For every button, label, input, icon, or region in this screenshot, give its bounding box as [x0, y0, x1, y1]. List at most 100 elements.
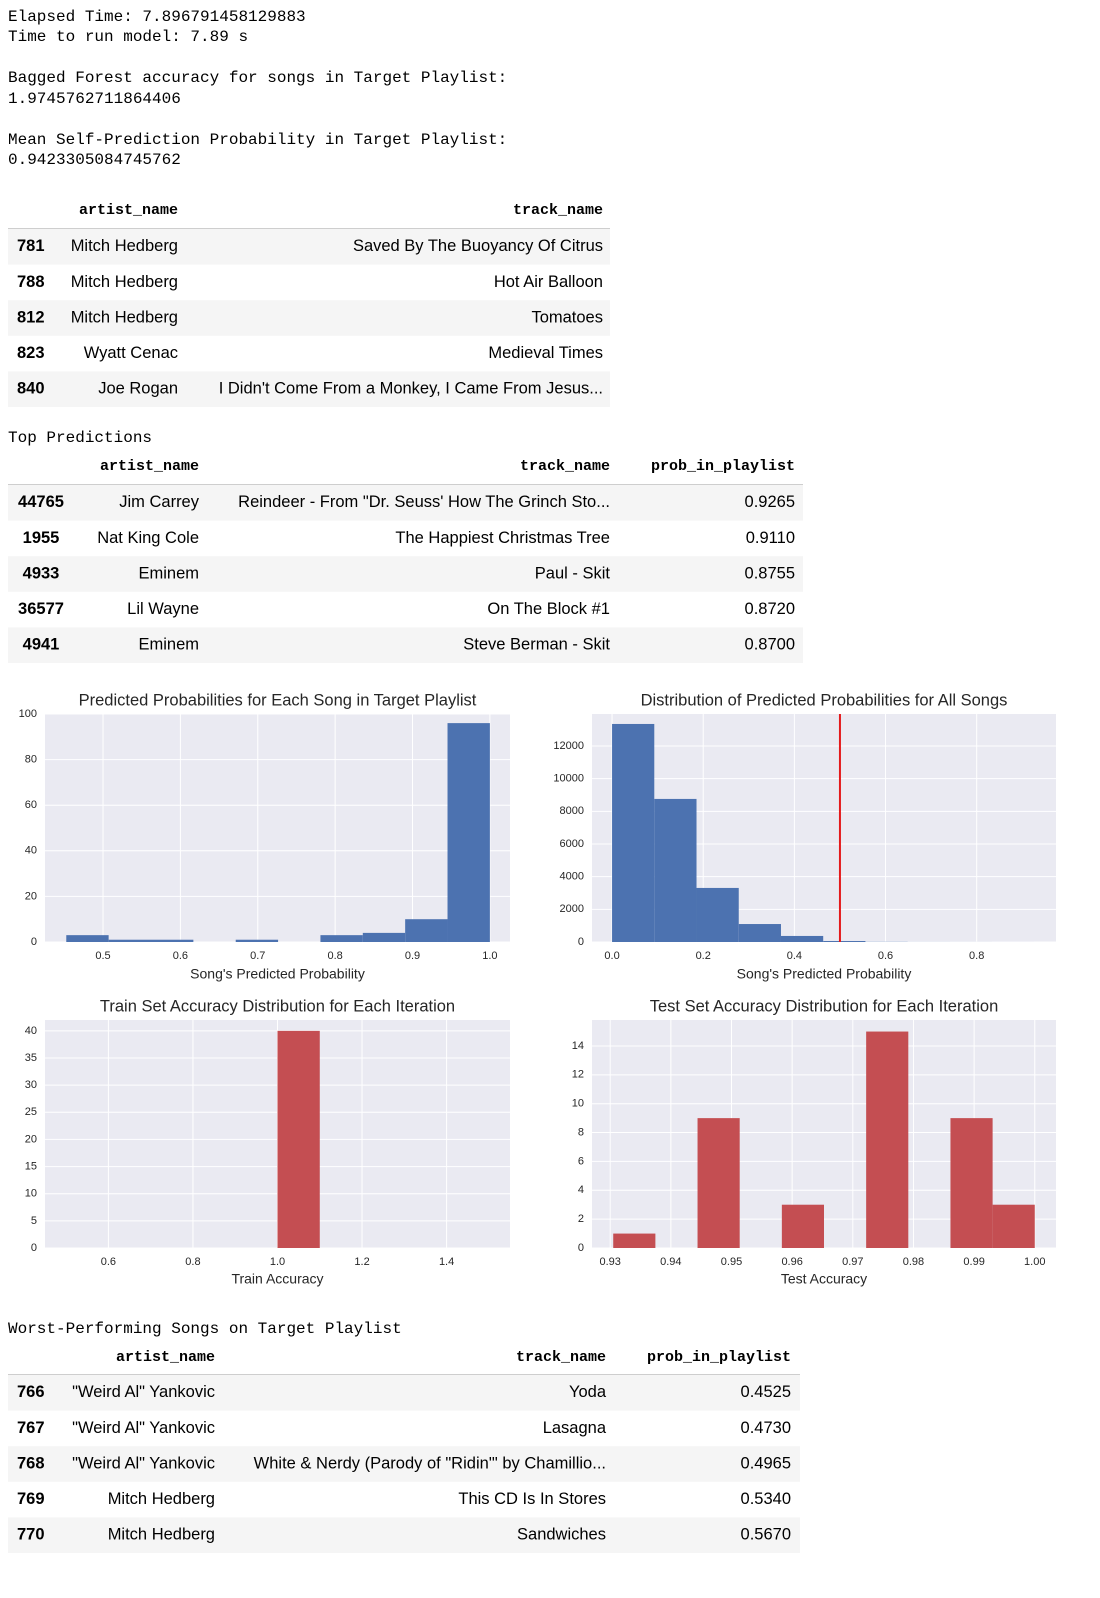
y-tick-label: 80 — [25, 754, 37, 766]
table-cell: This CD Is In Stores — [458, 1490, 606, 1508]
x-tick-label: 0.94 — [660, 1256, 681, 1268]
histogram-bar — [277, 1030, 320, 1248]
x-tick-label: 0.6 — [173, 950, 188, 962]
y-tick-label: 60 — [25, 799, 37, 811]
x-tick-label: 0.6 — [878, 950, 893, 962]
y-tick-label: 0 — [31, 1242, 37, 1254]
table-cell: Steve Berman - Skit — [463, 636, 610, 654]
table-cell: Mitch Hedberg — [108, 1526, 215, 1544]
x-tick-label: 1.0 — [482, 950, 497, 962]
table-cell: White & Nerdy (Parody of "Ridin'" by Cha… — [254, 1454, 606, 1472]
table-cell: Mitch Hedberg — [108, 1490, 215, 1508]
x-tick-label: 0.8 — [327, 950, 342, 962]
chart-title: Train Set Accuracy Distribution for Each… — [100, 997, 455, 1015]
row-index: 781 — [17, 237, 45, 255]
x-tick-label: 1.2 — [354, 1256, 369, 1268]
row-index: 812 — [17, 308, 45, 326]
table-cell: 0.4730 — [741, 1419, 791, 1437]
histogram-bar — [696, 887, 739, 942]
x-axis-label: Test Accuracy — [781, 1271, 867, 1287]
column-header: prob_in_playlist — [651, 458, 795, 475]
histogram-bar — [447, 723, 490, 942]
table-cell: "Weird Al" Yankovic — [72, 1419, 215, 1437]
y-tick-label: 5 — [31, 1215, 37, 1227]
x-tick-label: 0.9 — [405, 950, 420, 962]
table-cell: 0.4525 — [741, 1383, 791, 1401]
row-index: 840 — [17, 380, 45, 398]
table-cell: 0.5340 — [741, 1490, 791, 1508]
log-line: Mean Self-Prediction Probability in Targ… — [8, 131, 507, 149]
y-tick-label: 4000 — [560, 871, 584, 883]
histogram-bar — [866, 1031, 909, 1248]
row-stripe — [8, 485, 803, 521]
histogram-bar — [150, 939, 194, 942]
row-stripe — [8, 556, 803, 592]
log-line: 0.9423305084745762 — [8, 151, 181, 169]
column-header: prob_in_playlist — [647, 1349, 791, 1366]
y-tick-label: 100 — [19, 708, 37, 720]
x-tick-label: 1.4 — [439, 1256, 454, 1268]
row-stripe — [8, 1375, 800, 1411]
log-line: Time to run model: 7.89 s — [8, 28, 248, 46]
row-index: 788 — [17, 273, 45, 291]
row-stripe — [8, 300, 610, 336]
x-tick-label: 0.99 — [963, 1256, 984, 1268]
table-cell: Wyatt Cenac — [84, 344, 178, 362]
x-axis-label: Song's Predicted Probability — [737, 966, 912, 982]
x-tick-label: 1.00 — [1024, 1256, 1045, 1268]
x-axis-label: Song's Predicted Probability — [190, 966, 365, 982]
column-header: artist_name — [116, 1349, 215, 1366]
table-caption: Worst-Performing Songs on Target Playlis… — [8, 1320, 402, 1338]
log-line: Elapsed Time: 7.896791458129883 — [8, 8, 306, 26]
table-cell: Reindeer - From "Dr. Seuss' How The Grin… — [238, 493, 610, 511]
histogram-bar — [781, 1204, 824, 1248]
histogram-bar — [612, 723, 655, 942]
y-tick-label: 35 — [25, 1052, 37, 1064]
table-cell: Joe Rogan — [98, 380, 178, 398]
row-stripe — [8, 1446, 800, 1482]
y-tick-label: 10 — [572, 1098, 584, 1110]
histogram-bar — [738, 924, 781, 942]
table-cell: Paul - Skit — [535, 564, 611, 582]
histogram-bar — [362, 932, 406, 942]
x-tick-label: 0.4 — [787, 950, 802, 962]
y-tick-label: 0 — [578, 936, 584, 948]
row-stripe — [8, 229, 610, 265]
histogram-bar — [66, 935, 109, 942]
table-cell: Eminem — [138, 564, 199, 582]
x-tick-label: 0.96 — [781, 1256, 802, 1268]
x-tick-label: 0.93 — [599, 1256, 620, 1268]
row-index: 44765 — [18, 493, 64, 511]
x-tick-label: 0.98 — [903, 1256, 924, 1268]
table-cell: "Weird Al" Yankovic — [72, 1454, 215, 1472]
row-stripe — [8, 371, 610, 407]
chart-title: Distribution of Predicted Probabilities … — [641, 691, 1008, 709]
y-tick-label: 30 — [25, 1079, 37, 1091]
row-index: 766 — [17, 1383, 45, 1401]
table-cell: Hot Air Balloon — [494, 273, 603, 291]
y-tick-label: 6000 — [560, 838, 584, 850]
y-tick-label: 6 — [578, 1155, 584, 1167]
table-caption: Top Predictions — [8, 429, 152, 447]
histogram-bar — [780, 935, 824, 942]
column-header: artist_name — [100, 458, 199, 475]
table-cell: "Weird Al" Yankovic — [72, 1383, 215, 1401]
row-index: 1955 — [23, 529, 60, 547]
table-cell: 0.8755 — [745, 564, 795, 582]
x-tick-label: 0.7 — [250, 950, 265, 962]
y-tick-label: 10 — [25, 1188, 37, 1200]
table-cell: Mitch Hedberg — [71, 273, 178, 291]
table-cell: Yoda — [569, 1383, 607, 1401]
y-tick-label: 25 — [25, 1106, 37, 1118]
table-cell: Mitch Hedberg — [71, 237, 178, 255]
x-tick-label: 0.8 — [185, 1256, 200, 1268]
table-cell: Lasagna — [543, 1419, 607, 1437]
x-tick-label: 0.97 — [842, 1256, 863, 1268]
x-tick-label: 0.95 — [721, 1256, 742, 1268]
y-tick-label: 10000 — [553, 773, 584, 785]
table-cell: Saved By The Buoyancy Of Citrus — [353, 237, 603, 255]
row-index: 36577 — [18, 600, 64, 618]
table-cell: 0.8700 — [745, 636, 795, 654]
column-header: track_name — [516, 1349, 606, 1366]
